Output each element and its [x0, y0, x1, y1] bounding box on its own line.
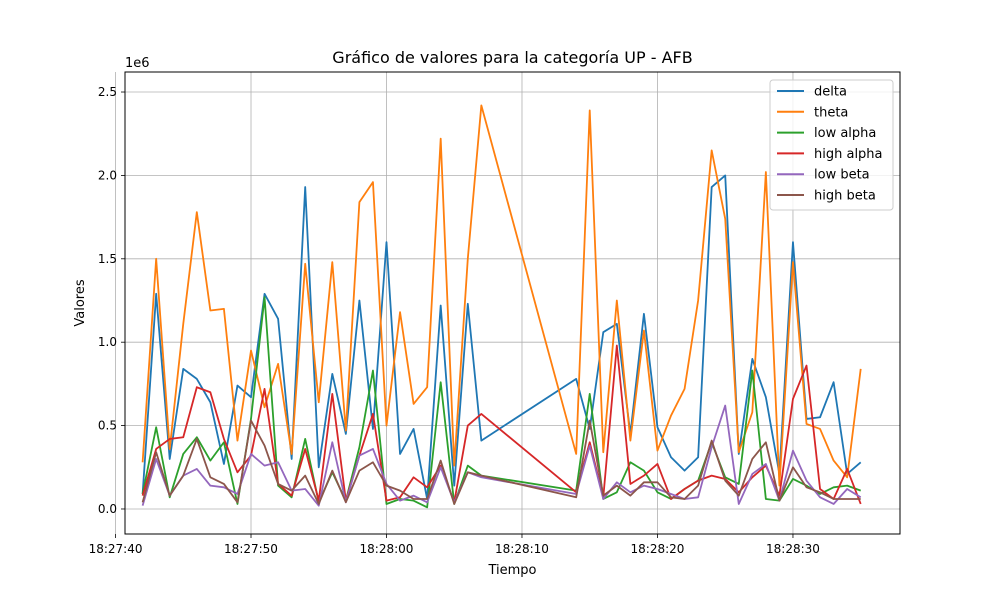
x-tick-label: 18:27:40	[89, 542, 143, 556]
series-line-theta	[141, 104, 862, 487]
y-axis-label: Valores	[73, 279, 88, 326]
x-tick-label: 18:28:30	[766, 542, 820, 556]
legend-label-low-beta: low beta	[814, 168, 870, 183]
y-tick-label: 1.0	[98, 335, 117, 349]
axis-ticks: 18:27:40 18:27:50 18:28:00 18:28:10 18:28:20…	[89, 85, 820, 556]
y-tick-label: 1.5	[98, 252, 117, 266]
y-tick-label: 0.5	[98, 419, 117, 433]
series-lines	[141, 104, 862, 509]
legend-label-theta: theta	[814, 105, 848, 120]
x-tick-label: 18:28:10	[495, 542, 549, 556]
legend-label-low-alpha: low alpha	[814, 126, 876, 141]
y-offset-label: 1e6	[125, 56, 150, 71]
x-axis-label: Tiempo	[487, 563, 536, 578]
x-tick-label: 18:28:20	[631, 542, 685, 556]
y-tick-label: 0.0	[98, 502, 117, 516]
series-line-high-beta	[141, 419, 861, 505]
chart-title: Gráfico de valores para la categoría UP …	[332, 48, 692, 67]
x-tick-label: 18:28:00	[360, 542, 414, 556]
plot-frame	[124, 71, 901, 535]
legend-label-delta: delta	[814, 85, 847, 100]
legend-label-high-beta: high beta	[814, 189, 876, 204]
y-tick-label: 2.5	[98, 85, 117, 99]
x-tick-label: 18:27:50	[224, 542, 278, 556]
legend: delta theta low alpha high alpha low beta hig…	[769, 79, 894, 211]
legend-label-high-alpha: high alpha	[814, 147, 883, 162]
y-tick-label: 2.0	[98, 168, 117, 182]
